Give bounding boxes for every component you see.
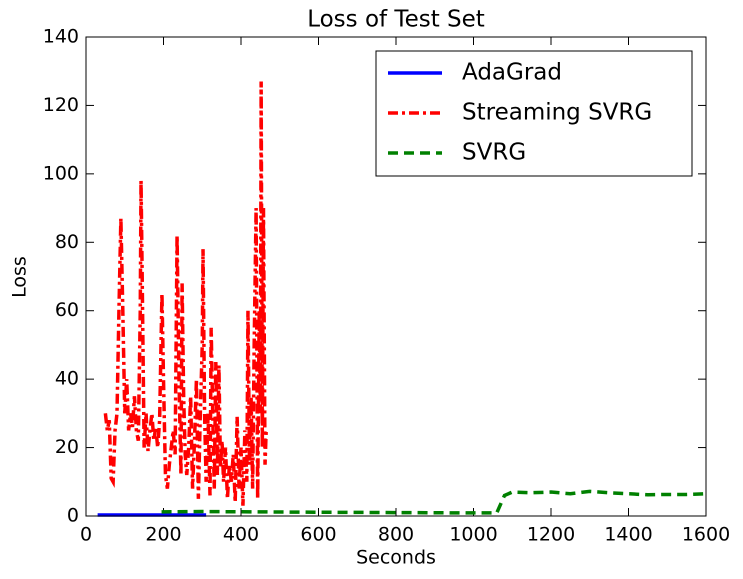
y-tick-label: 100 — [43, 162, 79, 184]
y-tick-label: 0 — [67, 505, 79, 527]
x-tick-label: 800 — [378, 524, 414, 546]
y-tick-label: 60 — [55, 299, 79, 321]
series-line — [103, 81, 268, 506]
x-tick-label: 200 — [145, 524, 181, 546]
x-tick-label: 1400 — [604, 524, 652, 546]
legend-label: AdaGrad — [462, 60, 562, 86]
y-tick-label: 80 — [55, 231, 79, 253]
x-tick-label: 1000 — [449, 524, 497, 546]
y-tick-label: 20 — [55, 436, 79, 458]
y-tick-label: 40 — [55, 368, 79, 390]
x-tick-label: 600 — [300, 524, 336, 546]
x-tick-label: 1600 — [682, 524, 730, 546]
series-line — [161, 489, 707, 515]
legend-label: Streaming SVRG — [462, 100, 652, 126]
y-tick-label: 140 — [43, 26, 79, 48]
x-tick-label: 0 — [80, 524, 92, 546]
chart-title: Loss of Test Set — [307, 7, 485, 33]
x-tick-label: 1200 — [527, 524, 575, 546]
y-axis-label: Loss — [9, 256, 31, 298]
x-tick-label: 400 — [223, 524, 259, 546]
plot-frame — [85, 36, 707, 517]
legend-label: SVRG — [462, 140, 526, 166]
y-tick-label: 120 — [43, 94, 79, 116]
x-axis-label: Seconds — [356, 547, 436, 569]
